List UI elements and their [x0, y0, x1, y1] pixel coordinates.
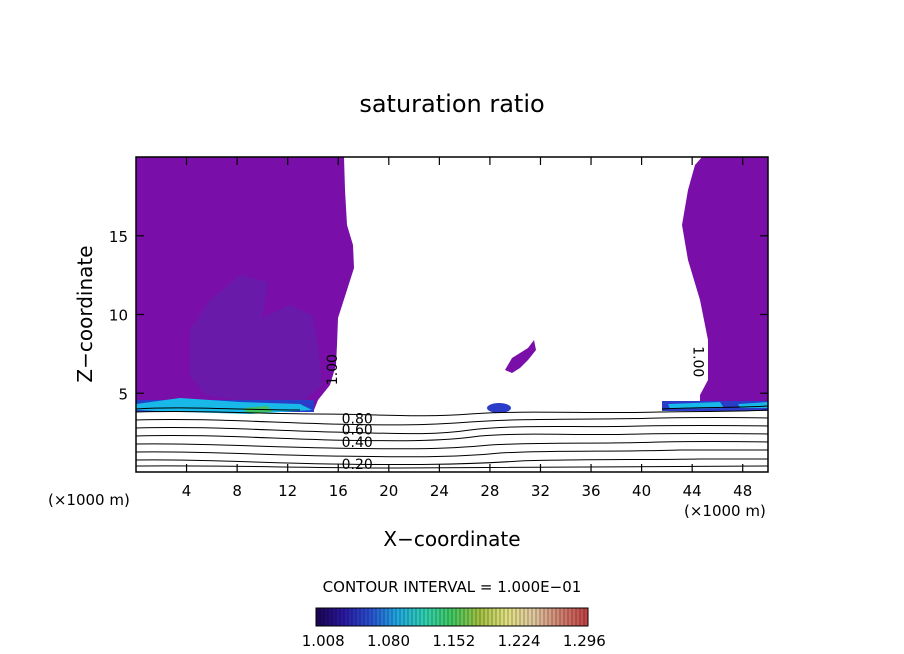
y-tick-label: 15 — [109, 228, 128, 246]
contour-label: 0.60 — [342, 422, 373, 438]
supersaturated-patch — [190, 275, 322, 402]
colorbar — [315, 607, 589, 627]
x-tick-label: 24 — [430, 482, 449, 500]
colorbar-tick-label: 1.080 — [367, 632, 410, 650]
colorbar-stripes — [319, 608, 585, 626]
contour-interval-label: CONTOUR INTERVAL = 1.000E−01 — [323, 578, 582, 596]
y-tick-label: 5 — [118, 385, 128, 403]
x-axis-label: X−coordinate — [383, 527, 520, 551]
y-tick-label: 10 — [109, 307, 128, 325]
x-tick-label: 44 — [683, 482, 702, 500]
colorbar-ticks: 1.008 1.080 1.152 1.224 1.296 — [302, 632, 606, 650]
colorbar-tick-label: 1.296 — [563, 632, 606, 650]
x-tick-label: 16 — [329, 482, 348, 500]
x-tick-label: 28 — [480, 482, 499, 500]
colorbar-tick-label: 1.152 — [432, 632, 475, 650]
saturated-region-right — [682, 157, 768, 405]
x-ticks: 4 8 12 16 20 24 28 32 36 40 44 48 — [182, 157, 752, 500]
plot-area — [136, 157, 768, 469]
x-tick-label: 12 — [278, 482, 297, 500]
x-tick-label: 8 — [232, 482, 242, 500]
contour-label: 1.00 — [325, 354, 341, 385]
x-tick-label: 48 — [733, 482, 752, 500]
colorbar-tick-label: 1.008 — [302, 632, 345, 650]
contour-label: 0.20 — [342, 457, 373, 473]
contour-label: 0.80 — [342, 411, 373, 427]
x-unit-right: (×1000 m) — [684, 502, 766, 520]
x-tick-label: 32 — [531, 482, 550, 500]
saturated-blob — [487, 403, 511, 413]
x-tick-label: 40 — [632, 482, 651, 500]
chart-title: saturation ratio — [359, 90, 544, 118]
contour-lines — [136, 405, 768, 469]
y-axis-label: Z−coordinate — [73, 245, 97, 382]
x-unit-left: (×1000 m) — [48, 491, 130, 509]
contour-label: 1.00 — [689, 346, 705, 377]
colorbar-tick-label: 1.224 — [498, 632, 541, 650]
saturated-cell — [505, 340, 536, 373]
colorbar-frame — [315, 607, 589, 627]
y-ticks: 5 10 15 — [109, 228, 768, 403]
x-tick-label: 20 — [379, 482, 398, 500]
x-tick-label: 36 — [581, 482, 600, 500]
contour-label: 0.40 — [342, 435, 373, 451]
contour-labels: 0.20 0.400.600.80 1.00 1.00 — [325, 346, 706, 473]
x-tick-label: 4 — [182, 482, 192, 500]
